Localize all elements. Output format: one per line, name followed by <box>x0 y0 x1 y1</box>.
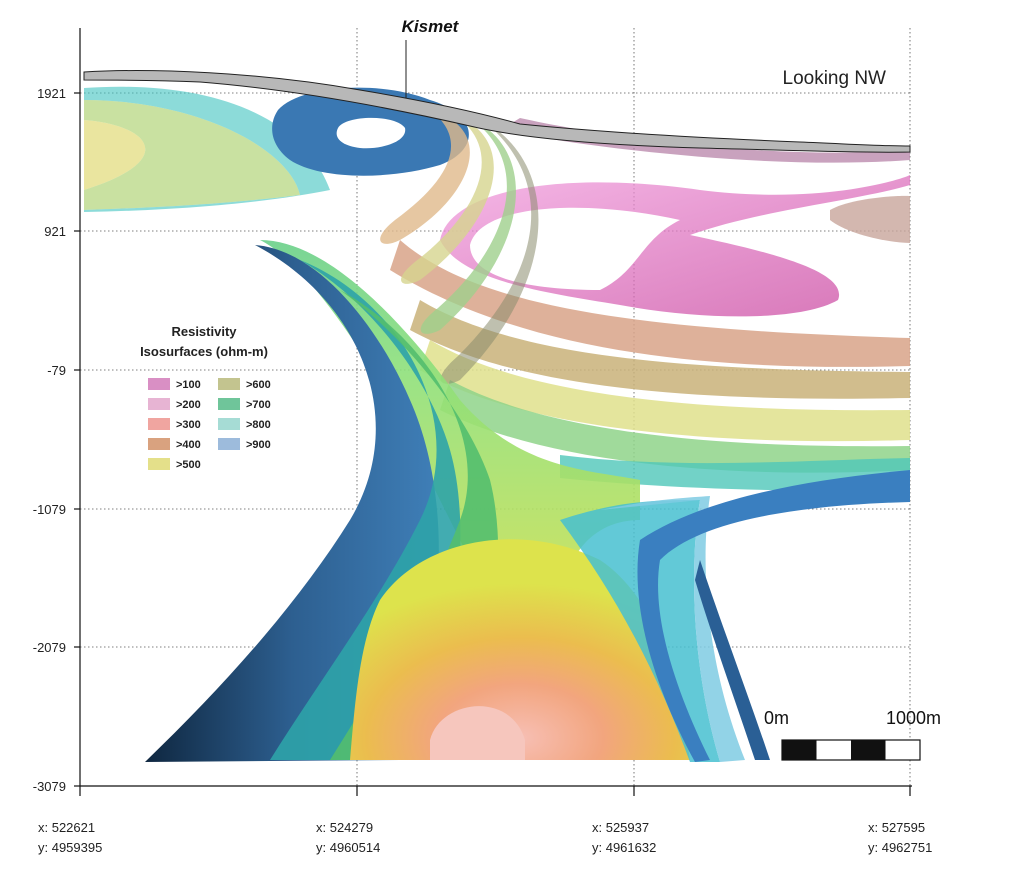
topography <box>83 70 911 153</box>
northing-label: y: 4961632 <box>592 840 656 855</box>
northing-label: y: 4962751 <box>868 840 932 855</box>
isosurface-left-yellow <box>84 120 146 190</box>
legend: Resistivity Isosurfaces (ohm-m) >100 >20… <box>140 324 271 471</box>
elevation-tick-label: -1079 <box>33 502 66 517</box>
scale-start-label: 0m <box>764 708 789 728</box>
elevation-tick-label: -3079 <box>33 779 66 794</box>
legend-label: >100 <box>176 379 201 391</box>
northing-label: y: 4960514 <box>316 840 380 855</box>
elevation-labels: 1921 921 -79 -1079 -2079 -3079 <box>33 86 66 794</box>
isosurface-yellow-band <box>420 340 910 442</box>
coordinate-labels: x: 522621 y: 4959395 x: 524279 y: 496051… <box>38 820 932 855</box>
easting-label: x: 524279 <box>316 820 373 835</box>
isosurfaces <box>84 86 910 762</box>
isosurface-dome-hole <box>336 117 406 149</box>
legend-swatch-200 <box>148 398 170 410</box>
legend-swatch-100 <box>148 378 170 390</box>
isosurface-core-pink <box>430 706 525 760</box>
isosurface-tan-band <box>410 300 910 399</box>
legend-swatch-300 <box>148 418 170 430</box>
legend-label: >800 <box>246 419 271 431</box>
isosurface-fan-3 <box>420 118 516 334</box>
isosurface-fan-2 <box>401 115 494 284</box>
isosurface-fan-4 <box>440 122 539 384</box>
legend-label: >900 <box>246 439 271 451</box>
isosurface-hot-core <box>350 539 690 760</box>
legend-swatch-800 <box>218 418 240 430</box>
legend-swatch-900 <box>218 438 240 450</box>
easting-label: x: 525937 <box>592 820 649 835</box>
isosurface-right-blue <box>637 470 910 762</box>
legend-label: >500 <box>176 459 201 471</box>
easting-label: x: 522621 <box>38 820 95 835</box>
legend-swatch-400 <box>148 438 170 450</box>
view-direction-label: Looking NW <box>783 68 887 89</box>
legend-title-line1: Resistivity <box>171 324 237 339</box>
legend-swatch-600 <box>218 378 240 390</box>
legend-label: >600 <box>246 379 271 391</box>
scale-end-label: 1000m <box>886 708 941 728</box>
elevation-tick-label: 1921 <box>37 86 66 101</box>
legend-title-line2: Isosurfaces (ohm-m) <box>140 344 268 359</box>
legend-label: >200 <box>176 399 201 411</box>
elevation-tick-label: -2079 <box>33 640 66 655</box>
isosurface-right-lightblue <box>600 496 745 762</box>
isosurface-left-green <box>84 100 300 210</box>
isosurface-green-band <box>440 380 910 473</box>
scale-bar: 0m 1000m <box>764 708 941 761</box>
legend-label: >400 <box>176 439 201 451</box>
legend-label: >300 <box>176 419 201 431</box>
kismet-label: Kismet <box>402 17 460 36</box>
legend-label: >700 <box>246 399 271 411</box>
easting-label: x: 527595 <box>868 820 925 835</box>
isosurface-mauve-right <box>830 195 910 243</box>
legend-swatch-500 <box>148 458 170 470</box>
legend-swatch-700 <box>218 398 240 410</box>
elevation-tick-label: -79 <box>47 363 66 378</box>
northing-label: y: 4959395 <box>38 840 102 855</box>
elevation-tick-label: 921 <box>44 224 66 239</box>
axes <box>74 28 912 796</box>
isosurface-salmon-band <box>390 240 910 367</box>
isosurface-right-thin <box>695 560 770 760</box>
isosurface-fan-1 <box>380 110 470 244</box>
